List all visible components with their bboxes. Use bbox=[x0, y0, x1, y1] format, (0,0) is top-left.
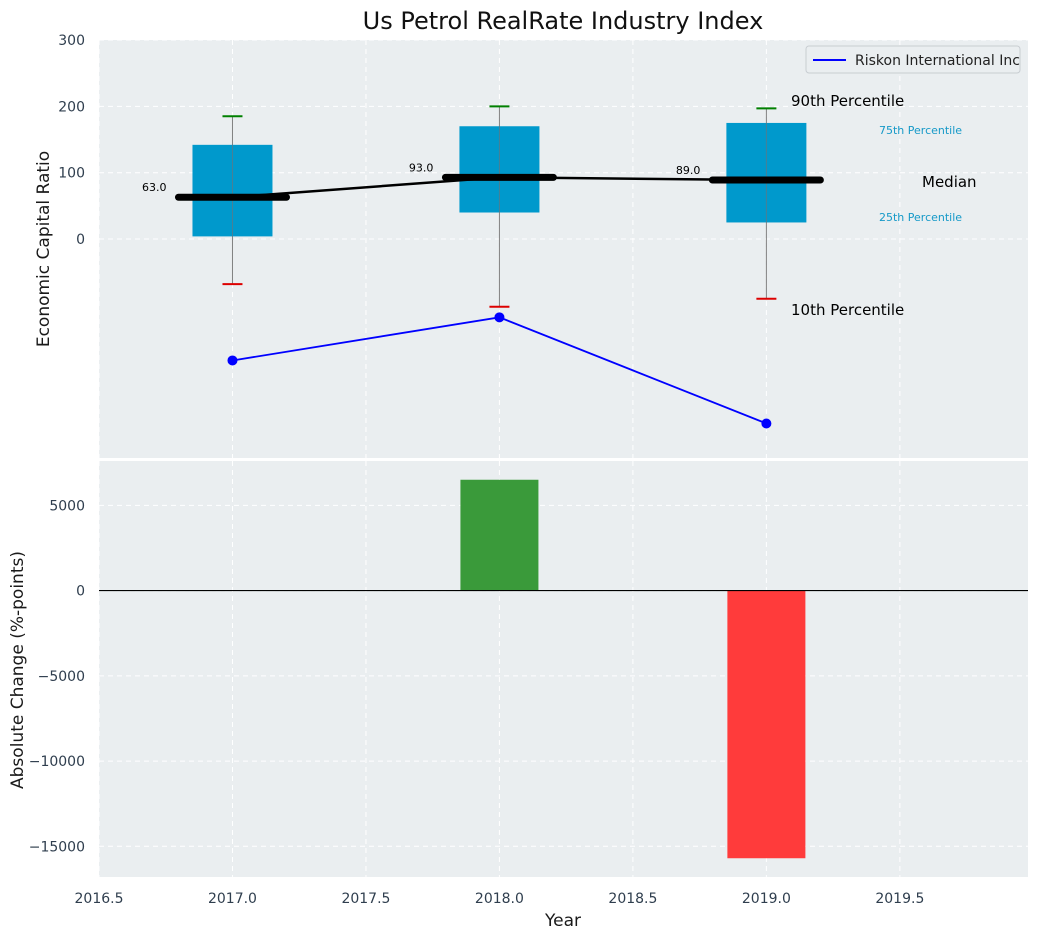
legend-box bbox=[805, 45, 1021, 74]
bottom-y-tick-label: −15000 bbox=[29, 839, 85, 855]
top-panel: 0 100 200 300 63.0 93.0 89.0 90th Percentile … bbox=[34, 33, 1028, 458]
top-y-ticks: 0 100 200 300 bbox=[58, 33, 85, 248]
bottom-bars bbox=[99, 479, 1028, 859]
x-axis-label: Year bbox=[544, 911, 581, 931]
change-bar bbox=[727, 590, 806, 859]
median-value-label: 93.0 bbox=[409, 161, 434, 174]
top-y-axis-label: Economic Capital Ratio bbox=[34, 151, 54, 347]
change-bar bbox=[460, 479, 539, 591]
top-plot-background bbox=[99, 40, 1028, 458]
x-tick-label: 2016.5 bbox=[75, 891, 124, 907]
annotation-p25: 25th Percentile bbox=[879, 211, 962, 224]
x-tick-label: 2017.5 bbox=[341, 891, 390, 907]
annotation-p90: 90th Percentile bbox=[791, 92, 904, 110]
legend: Riskon International Inc bbox=[805, 45, 1021, 74]
bottom-y-tick-label: 5000 bbox=[49, 498, 85, 514]
bottom-panel: 5000 0 −5000 −10000 −15000 2016.5 2017.0 2017.… bbox=[8, 461, 1028, 931]
company-series-point bbox=[227, 355, 238, 366]
x-tick-label: 2019.0 bbox=[742, 891, 791, 907]
x-tick-label: 2019.5 bbox=[875, 891, 924, 907]
bottom-y-axis-label: Absolute Change (%-points) bbox=[8, 551, 28, 789]
annotation-p75: 75th Percentile bbox=[879, 124, 962, 137]
bottom-plot-background bbox=[99, 461, 1028, 877]
bottom-y-tick-label: −5000 bbox=[38, 669, 85, 685]
x-ticks: 2016.5 2017.0 2017.5 2018.0 2018.5 2019.0 2019… bbox=[75, 891, 925, 907]
bottom-y-tick-label: 0 bbox=[76, 584, 85, 600]
top-y-tick-label: 100 bbox=[58, 166, 85, 182]
median-trend-line bbox=[232, 176, 767, 199]
company-series-point bbox=[494, 312, 505, 323]
company-series-point bbox=[761, 418, 772, 429]
top-annotations: 90th Percentile 75th Percentile Median 2… bbox=[791, 92, 977, 319]
median-value-label: 63.0 bbox=[142, 181, 167, 194]
chart-title: Us Petrol RealRate Industry Index bbox=[363, 7, 764, 35]
x-tick-label: 2017.0 bbox=[208, 891, 257, 907]
bottom-y-tick-label: −10000 bbox=[29, 754, 85, 770]
top-y-tick-label: 0 bbox=[76, 232, 85, 248]
annotation-median: Median bbox=[922, 173, 977, 191]
median-value-label: 89.0 bbox=[676, 164, 701, 177]
x-tick-label: 2018.5 bbox=[608, 891, 657, 907]
annotation-p10: 10th Percentile bbox=[791, 301, 904, 319]
top-series bbox=[227, 176, 772, 429]
top-y-tick-label: 300 bbox=[58, 33, 85, 49]
legend-label: Riskon International Inc bbox=[855, 53, 1020, 69]
bottom-y-ticks: 5000 0 −5000 −10000 −15000 bbox=[29, 498, 85, 855]
x-tick-label: 2018.0 bbox=[475, 891, 524, 907]
top-boxes: 63.0 93.0 89.0 bbox=[142, 105, 824, 308]
top-y-tick-label: 200 bbox=[58, 99, 85, 115]
